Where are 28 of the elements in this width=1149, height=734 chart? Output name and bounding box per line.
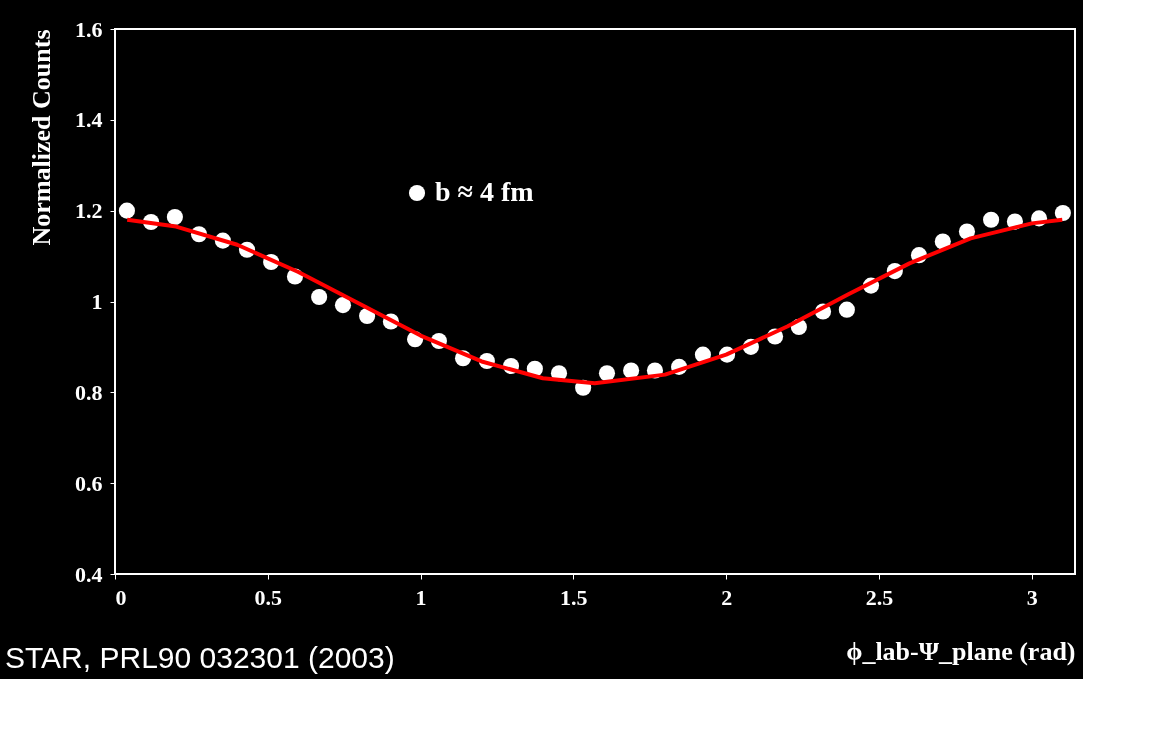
y-tick-label: 1.4 bbox=[75, 107, 103, 133]
point bbox=[118, 202, 135, 219]
point bbox=[623, 362, 640, 379]
text: STAR, PRL90 032301 (2003) bbox=[5, 641, 395, 674]
x-tick-label: 1 bbox=[415, 584, 427, 610]
x-tick-label: 0 bbox=[115, 584, 127, 610]
x-axis-title: ϕ_lab-Ψ_plane (rad) bbox=[846, 636, 1076, 666]
legend-label: b ≈ 4 fm bbox=[435, 176, 534, 207]
y-tick-label: 1 bbox=[91, 289, 103, 314]
y-tick-label: 1.2 bbox=[75, 198, 103, 224]
x-tick-label: 2 bbox=[721, 584, 733, 610]
point bbox=[1054, 204, 1071, 221]
point bbox=[983, 211, 1000, 228]
point bbox=[598, 365, 616, 382]
x-tick-label: 3 bbox=[1026, 584, 1038, 610]
y-tick-label: 0.6 bbox=[75, 470, 103, 496]
point bbox=[838, 301, 855, 318]
y-axis-title: Normalized Counts bbox=[27, 29, 56, 246]
y-tick-label: 0.8 bbox=[75, 379, 103, 405]
y-tick-label: 0.4 bbox=[75, 561, 103, 587]
point bbox=[334, 297, 352, 314]
point bbox=[166, 208, 183, 226]
x-tick-label: 1.5 bbox=[560, 584, 588, 610]
point bbox=[958, 223, 976, 240]
x-tick-label: 0.5 bbox=[254, 584, 283, 610]
x-tick-label: 2.5 bbox=[865, 584, 894, 610]
point bbox=[311, 288, 328, 305]
y-tick-label: 1.6 bbox=[75, 16, 103, 42]
